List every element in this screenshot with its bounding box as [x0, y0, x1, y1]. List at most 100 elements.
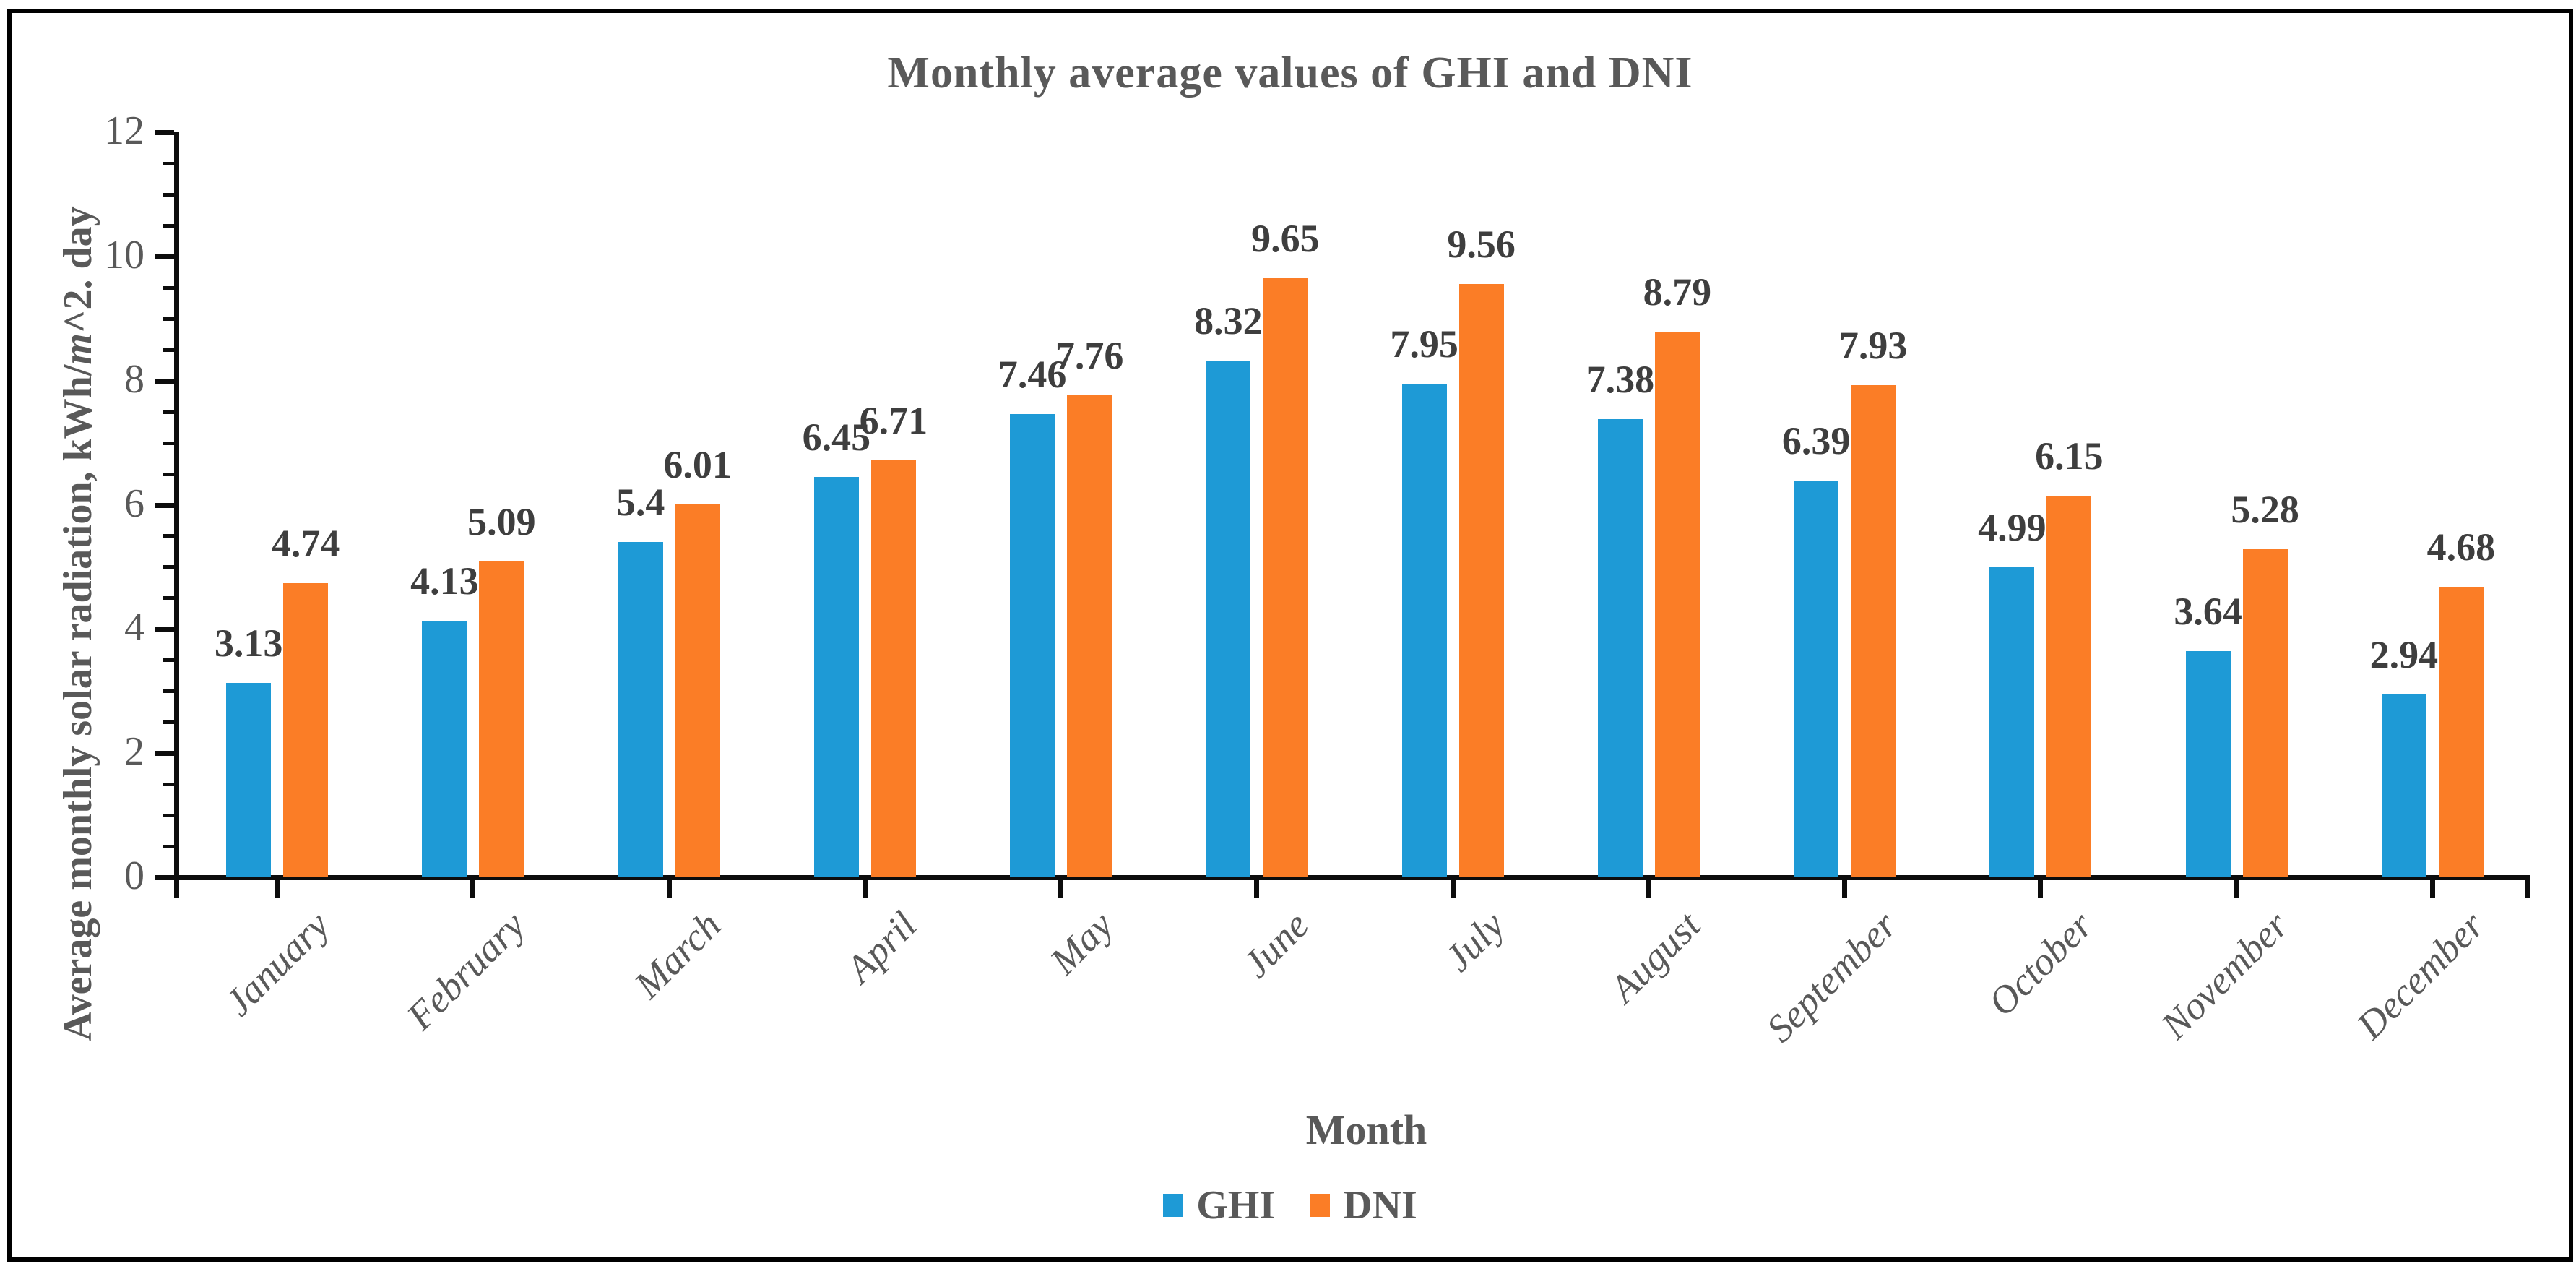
x-category-label-january: January — [216, 903, 337, 1025]
x-category-tick — [666, 880, 672, 898]
y-tick-label: 10 — [104, 232, 144, 277]
y-minor-tick — [163, 223, 174, 228]
legend: GHI DNI — [12, 1185, 2569, 1226]
x-category-label-july: July — [1436, 903, 1513, 980]
chart-frame: Monthly average values of GHI and DNI 0 2… — [7, 9, 2573, 1262]
value-label-dni-april: 6.71 — [859, 399, 928, 443]
value-label-dni-may: 7.76 — [1055, 334, 1124, 378]
x-category-label-october: October — [1979, 903, 2101, 1025]
y-minor-tick — [163, 689, 174, 694]
y-major-tick — [155, 502, 174, 508]
value-label-ghi-may: 7.46 — [998, 353, 1067, 397]
legend-swatch-dni — [1310, 1194, 1331, 1217]
y-minor-tick — [163, 658, 174, 663]
y-minor-tick — [163, 441, 174, 445]
value-label-dni-january: 4.74 — [271, 521, 340, 565]
x-category-label-december: December — [2348, 903, 2493, 1048]
y-minor-tick — [163, 192, 174, 197]
bar-ghi-february — [422, 621, 467, 877]
value-label-ghi-november: 3.64 — [2174, 590, 2242, 634]
x-category-tick — [1058, 880, 1064, 898]
bar-dni-december — [2438, 586, 2484, 877]
value-label-ghi-december: 2.94 — [2369, 633, 2439, 677]
y-axis-title-italic-m: m — [56, 333, 100, 365]
x-category-label-june: June — [1234, 903, 1318, 986]
y-tick-label: 0 — [124, 853, 144, 898]
y-tick-label: 6 — [124, 481, 144, 526]
y-minor-tick — [163, 410, 174, 414]
x-category-tick — [1646, 880, 1651, 898]
y-minor-tick — [163, 565, 174, 569]
legend-item-ghi: GHI — [1163, 1185, 1275, 1226]
chart-title: Monthly average values of GHI and DNI — [887, 48, 1693, 98]
bar-dni-february — [479, 561, 524, 877]
x-category-tick — [862, 880, 868, 898]
bar-dni-january — [283, 582, 329, 877]
bar-dni-april — [870, 460, 916, 877]
x-category-tick — [2234, 880, 2239, 898]
value-label-ghi-january: 3.13 — [214, 621, 283, 666]
y-tick-label: 8 — [124, 356, 144, 402]
bar-dni-may — [1067, 395, 1112, 877]
value-label-dni-december: 4.68 — [2426, 525, 2496, 569]
bar-ghi-april — [813, 476, 859, 877]
value-label-ghi-february: 4.13 — [410, 559, 479, 603]
bar-dni-august — [1654, 331, 1700, 877]
y-major-tick — [155, 627, 174, 632]
x-category-tick — [275, 880, 280, 898]
y-minor-tick — [163, 317, 174, 321]
legend-label-ghi: GHI — [1196, 1183, 1276, 1228]
x-category-tick — [2429, 880, 2435, 898]
y-major-tick — [155, 875, 174, 880]
y-minor-tick — [163, 161, 174, 165]
y-axis-title: Average monthly solar radiation, kWh/m^2… — [55, 206, 101, 1041]
bar-dni-march — [675, 504, 720, 877]
bar-dni-october — [2046, 495, 2092, 877]
x-axis-line — [174, 875, 2530, 880]
bar-ghi-october — [1989, 567, 2035, 877]
y-tick-label: 2 — [124, 729, 144, 775]
y-minor-tick — [163, 285, 174, 290]
y-minor-tick — [163, 845, 174, 849]
y-minor-tick — [163, 596, 174, 601]
x-category-label-september: September — [1758, 903, 1905, 1051]
legend-label-dni: DNI — [1343, 1183, 1417, 1228]
x-category-label-april: April — [837, 903, 925, 991]
y-minor-tick — [163, 783, 174, 787]
value-label-dni-november: 5.28 — [2231, 488, 2299, 532]
bar-ghi-november — [2185, 651, 2231, 877]
bar-ghi-march — [618, 542, 663, 877]
x-category-tick — [2525, 880, 2530, 898]
legend-item-dni: DNI — [1310, 1185, 1417, 1226]
value-label-ghi-september: 6.39 — [1781, 418, 1851, 462]
bar-dni-november — [2242, 549, 2288, 877]
y-minor-tick — [163, 534, 174, 538]
x-category-label-march: March — [626, 903, 730, 1007]
bar-ghi-june — [1206, 361, 1251, 877]
value-label-dni-august: 8.79 — [1643, 270, 1712, 314]
y-major-tick — [155, 378, 174, 384]
y-minor-tick — [163, 472, 174, 476]
y-axis-title-text: Average monthly solar radiation, kWh/ — [56, 364, 100, 1041]
x-axis-title: Month — [1305, 1106, 1427, 1153]
value-label-dni-october: 6.15 — [2035, 434, 2104, 478]
value-label-dni-september: 7.93 — [1838, 323, 1908, 367]
value-label-ghi-october: 4.99 — [1978, 506, 2046, 550]
y-tick-label: 12 — [104, 108, 144, 153]
bar-ghi-may — [1010, 414, 1055, 877]
bar-dni-july — [1458, 283, 1504, 877]
value-label-dni-february: 5.09 — [467, 499, 536, 543]
x-category-tick — [174, 880, 179, 898]
x-category-tick — [1842, 880, 1848, 898]
bar-dni-june — [1263, 277, 1308, 877]
y-minor-tick — [163, 814, 174, 818]
value-label-ghi-march: 5.4 — [615, 481, 665, 525]
x-category-label-november: November — [2153, 903, 2297, 1048]
legend-swatch-ghi — [1163, 1194, 1184, 1217]
x-category-tick — [1254, 880, 1260, 898]
y-major-tick — [155, 254, 174, 259]
bar-ghi-december — [2381, 694, 2426, 877]
y-tick-label: 4 — [124, 605, 144, 650]
y-axis-title-suffix: ^2. day — [56, 206, 100, 334]
y-major-tick — [155, 130, 174, 135]
